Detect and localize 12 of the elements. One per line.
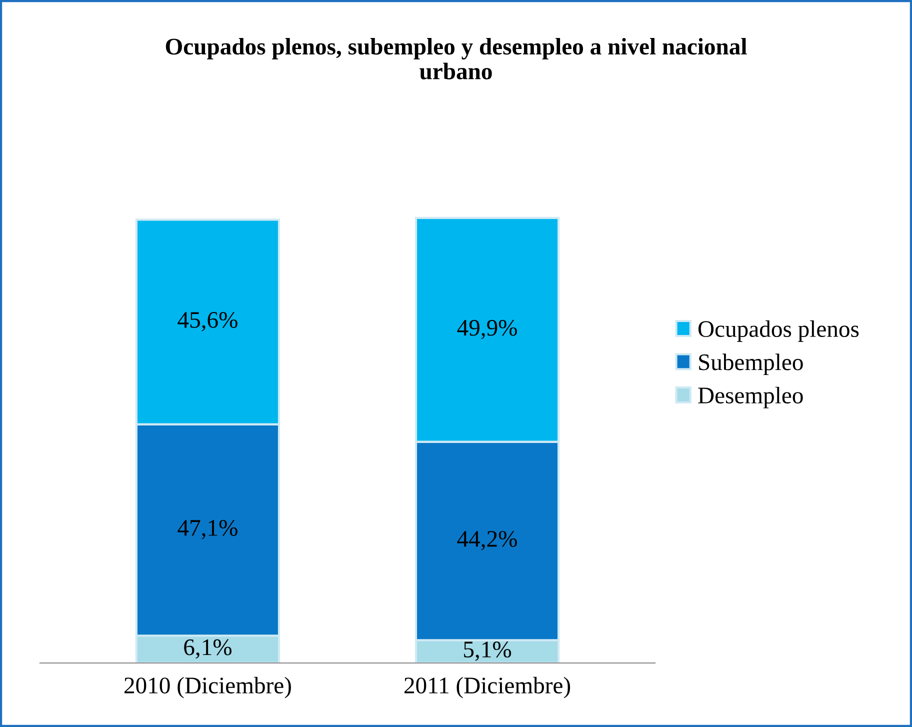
data-label: 47,1% — [178, 520, 238, 540]
legend-label: Desempleo — [698, 386, 803, 408]
data-label: 6,1% — [184, 639, 232, 659]
x-tick-label: 2011 (Diciembre) — [404, 676, 570, 698]
data-label: 45,6% — [178, 312, 238, 332]
legend-label: Ocupados plenos — [698, 320, 859, 342]
data-label: 49,9% — [457, 320, 517, 340]
data-label: 44,2% — [457, 530, 517, 550]
legend-label: Subempleo — [699, 354, 803, 376]
chart-title: Ocupados plenos, subempleo y desempleo a nivel nacional urbano — [166, 38, 747, 80]
x-tick-label: 2010 (Diciembre) — [124, 676, 291, 698]
data-label: 5,1% — [464, 642, 512, 661]
